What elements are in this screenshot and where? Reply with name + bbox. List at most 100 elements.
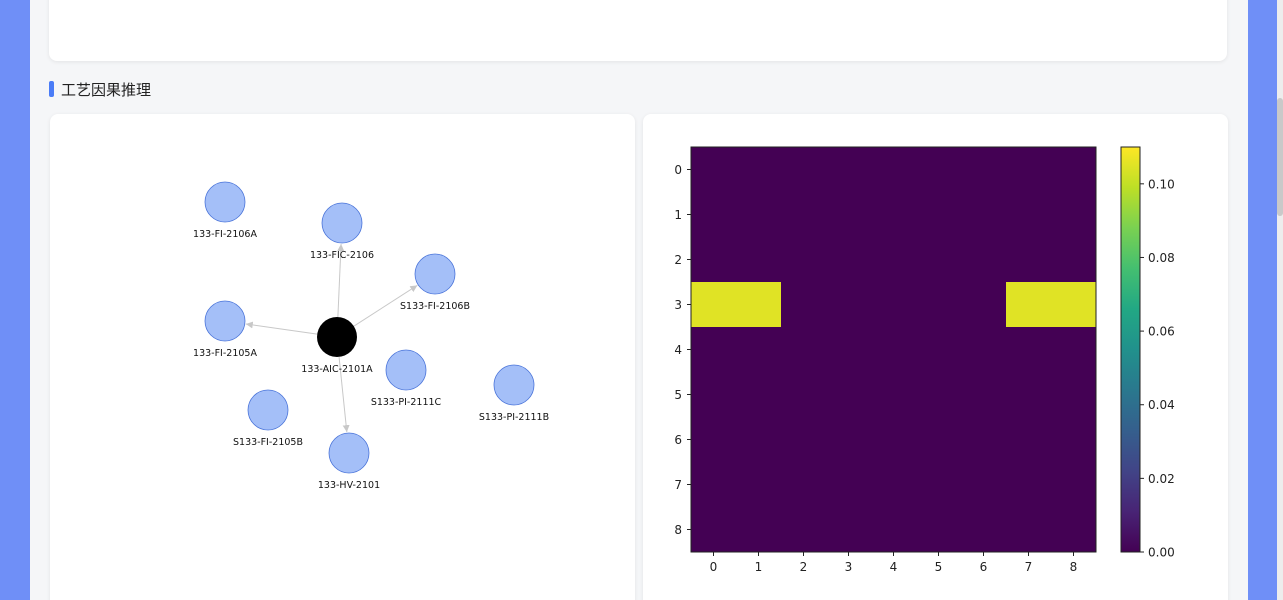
- node-circle: [321, 202, 363, 244]
- graph-node: S133-FI-2105B: [233, 389, 303, 448]
- heatmap-cell: [736, 237, 782, 283]
- node-circle: [493, 364, 535, 406]
- graph-node: S133-PI-2111C: [371, 349, 442, 408]
- heatmap-cell: [781, 147, 827, 193]
- heatmap-cell: [691, 237, 737, 283]
- heatmap-cell: [826, 372, 872, 418]
- node-label: S133-PI-2111B: [479, 412, 549, 423]
- y-tick-label: 2: [674, 253, 682, 267]
- graph-node: S133-PI-2111B: [479, 364, 549, 423]
- heatmap-cell: [961, 507, 1007, 553]
- section-header: 工艺因果推理: [49, 78, 151, 100]
- y-tick-label: 8: [674, 523, 682, 537]
- heatmap-cell: [1006, 237, 1052, 283]
- heatmap-cell: [826, 147, 872, 193]
- heatmap-cell: [736, 417, 782, 463]
- node-circle: [204, 300, 246, 342]
- heatmap-cell: [1051, 462, 1097, 508]
- x-tick-label: 6: [980, 560, 988, 574]
- heatmap-cell: [871, 192, 917, 238]
- page-scrollbar[interactable]: [1277, 0, 1283, 600]
- heatmap-cell: [1051, 372, 1097, 418]
- colorbar-tick-label: 0.02: [1148, 472, 1175, 486]
- heatmap-cell: [916, 417, 962, 463]
- heatmap-cell: [736, 372, 782, 418]
- heatmap-cell: [826, 417, 872, 463]
- x-tick-label: 8: [1070, 560, 1078, 574]
- node-circle: [385, 349, 427, 391]
- graph-edge: [353, 284, 418, 327]
- heatmap-cell: [691, 327, 737, 373]
- x-tick-label: 1: [755, 560, 763, 574]
- heatmap-cell: [736, 147, 782, 193]
- heatmap-cell: [826, 462, 872, 508]
- heatmap-cell: [1051, 282, 1097, 328]
- graph-node: 133-FI-2106A: [193, 181, 257, 240]
- heatmap-cell: [781, 237, 827, 283]
- heatmap-cell: [1006, 372, 1052, 418]
- heatmap-cell: [781, 282, 827, 328]
- heatmap-cell: [1006, 327, 1052, 373]
- heatmap-cell: [691, 417, 737, 463]
- heatmap-cell: [871, 417, 917, 463]
- graph-edge: [337, 243, 345, 318]
- y-tick-label: 4: [674, 343, 682, 357]
- y-tick-label: 6: [674, 433, 682, 447]
- heatmap-cell: [916, 327, 962, 373]
- heatmap-cell: [961, 282, 1007, 328]
- content-area: 工艺因果推理 133-FI-2106A 133-FIC-2106 S133-FI-2…: [30, 0, 1248, 600]
- heatmap-cell: [826, 192, 872, 238]
- heatmap-cell: [1006, 192, 1052, 238]
- y-tick-label: 5: [674, 388, 682, 402]
- heatmap-cell: [1051, 327, 1097, 373]
- causal-graph: 133-FI-2106A 133-FIC-2106 S133-FI-2106B 133…: [193, 181, 549, 491]
- heatmap-cell: [1051, 417, 1097, 463]
- heatmap-cell: [691, 192, 737, 238]
- graph-node: S133-FI-2106B: [400, 253, 470, 312]
- colorbar-tick-label: 0.08: [1148, 251, 1175, 265]
- heatmap-cell: [781, 507, 827, 553]
- heatmap-cell: [736, 192, 782, 238]
- heatmap-cell: [691, 462, 737, 508]
- heatmap-cell: [781, 327, 827, 373]
- heatmap-cell: [1006, 462, 1052, 508]
- colorbar: [1120, 146, 1141, 553]
- heatmap-cell: [961, 462, 1007, 508]
- heatmap-cell: [1051, 507, 1097, 553]
- node-label: 133-FI-2106A: [193, 229, 257, 240]
- heatmap-cell: [736, 282, 782, 328]
- graph-node: 133-FI-2105A: [193, 300, 257, 359]
- heatmap-cell: [871, 147, 917, 193]
- heatmap-cell: [691, 507, 737, 553]
- node-label: 133-AIC-2101A: [301, 364, 373, 375]
- section-title: 工艺因果推理: [61, 80, 152, 99]
- heatmap-cell: [916, 147, 962, 193]
- heatmap-cell: [961, 237, 1007, 283]
- colorbar-tick-label: 0.04: [1148, 398, 1175, 412]
- heatmap-cell: [916, 462, 962, 508]
- heatmap-cell: [916, 192, 962, 238]
- heatmap-cell: [961, 192, 1007, 238]
- heatmap-cell: [781, 462, 827, 508]
- heatmap-cell: [961, 327, 1007, 373]
- node-circle: [328, 432, 370, 474]
- scrollbar-thumb[interactable]: [1277, 98, 1283, 216]
- heatmap-cell: [871, 507, 917, 553]
- x-tick-label: 7: [1025, 560, 1033, 574]
- heatmap-cell: [871, 327, 917, 373]
- node-label: S133-FI-2106B: [400, 301, 470, 312]
- node-circle: [414, 253, 456, 295]
- heatmap-cell: [1051, 237, 1097, 283]
- heatmap-cell: [1051, 192, 1097, 238]
- heatmap-cell: [1006, 507, 1052, 553]
- heatmap-cell: [826, 327, 872, 373]
- node-circle: [204, 181, 246, 223]
- heatmap-cell: [871, 372, 917, 418]
- causal-graph-card: 133-FI-2106A 133-FIC-2106 S133-FI-2106B 133…: [50, 114, 635, 600]
- heatmap-cell: [871, 237, 917, 283]
- node-label: S133-FI-2105B: [233, 437, 303, 448]
- heatmap-cell: [871, 282, 917, 328]
- colorbar-tick-label: 0.00: [1148, 546, 1175, 560]
- x-tick-label: 5: [935, 560, 943, 574]
- heatmap-cell: [691, 372, 737, 418]
